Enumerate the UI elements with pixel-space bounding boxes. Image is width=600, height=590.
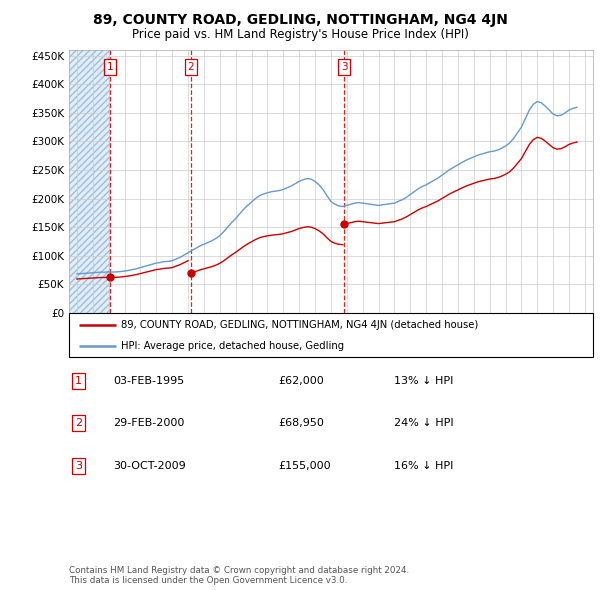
Bar <box>69 50 110 313</box>
Text: Contains HM Land Registry data © Crown copyright and database right 2024.
This d: Contains HM Land Registry data © Crown c… <box>69 566 409 585</box>
Text: 1: 1 <box>107 62 113 72</box>
Text: £62,000: £62,000 <box>278 376 324 386</box>
Text: 30-OCT-2009: 30-OCT-2009 <box>113 461 186 471</box>
Text: Price paid vs. HM Land Registry's House Price Index (HPI): Price paid vs. HM Land Registry's House … <box>131 28 469 41</box>
Text: 3: 3 <box>341 62 347 72</box>
Text: 1: 1 <box>75 376 82 386</box>
Text: 16% ↓ HPI: 16% ↓ HPI <box>394 461 453 471</box>
Text: £68,950: £68,950 <box>278 418 325 428</box>
Text: 3: 3 <box>75 461 82 471</box>
Text: 24% ↓ HPI: 24% ↓ HPI <box>394 418 454 428</box>
Text: 2: 2 <box>187 62 194 72</box>
Text: HPI: Average price, detached house, Gedling: HPI: Average price, detached house, Gedl… <box>121 341 344 351</box>
Text: 89, COUNTY ROAD, GEDLING, NOTTINGHAM, NG4 4JN: 89, COUNTY ROAD, GEDLING, NOTTINGHAM, NG… <box>92 13 508 27</box>
Text: 29-FEB-2000: 29-FEB-2000 <box>113 418 185 428</box>
Text: 13% ↓ HPI: 13% ↓ HPI <box>394 376 453 386</box>
Text: 2: 2 <box>75 418 82 428</box>
Text: 03-FEB-1995: 03-FEB-1995 <box>113 376 185 386</box>
Text: 89, COUNTY ROAD, GEDLING, NOTTINGHAM, NG4 4JN (detached house): 89, COUNTY ROAD, GEDLING, NOTTINGHAM, NG… <box>121 320 479 330</box>
Text: £155,000: £155,000 <box>278 461 331 471</box>
